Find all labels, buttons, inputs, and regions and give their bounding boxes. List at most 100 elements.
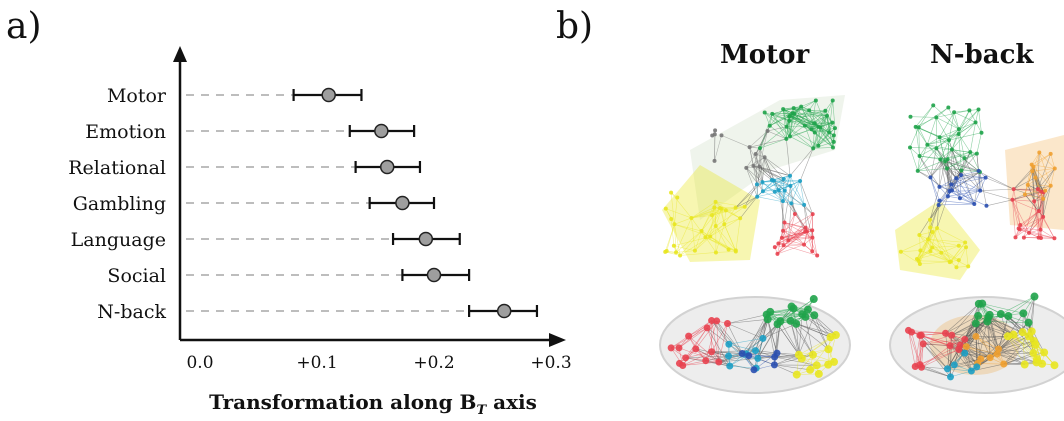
network-node xyxy=(780,199,785,204)
network-node xyxy=(781,243,786,248)
network-edge xyxy=(927,238,966,243)
network-node xyxy=(1016,226,1021,231)
network-edge xyxy=(950,370,972,378)
network-edge xyxy=(803,204,813,238)
network-edge xyxy=(969,122,976,153)
network-node xyxy=(810,249,815,254)
network-node xyxy=(928,225,933,230)
network-node xyxy=(745,352,753,360)
network-node xyxy=(1035,187,1040,192)
network-edge xyxy=(900,251,921,265)
network-edge xyxy=(795,323,814,355)
network-edge xyxy=(805,316,814,355)
network-edge xyxy=(784,175,791,191)
network-edge xyxy=(958,122,976,130)
network-edge xyxy=(764,157,779,191)
network-edge xyxy=(949,345,972,372)
network-edge xyxy=(814,315,829,350)
network-node xyxy=(674,250,679,255)
network-edge xyxy=(688,320,712,337)
network-edge xyxy=(918,127,928,145)
network-edge xyxy=(695,348,730,367)
network-node xyxy=(1027,230,1032,235)
network-node xyxy=(812,130,817,135)
network-edge xyxy=(762,181,776,192)
network-edge xyxy=(735,218,741,252)
network-edge xyxy=(1024,194,1040,212)
network-node xyxy=(803,229,808,234)
network-edge xyxy=(718,323,728,363)
network-node xyxy=(831,139,836,144)
network-edge xyxy=(749,138,787,148)
network-edge xyxy=(682,361,719,366)
network-node xyxy=(1018,328,1027,337)
network-node xyxy=(1043,188,1048,193)
network-edge xyxy=(980,190,1013,201)
network-edge xyxy=(921,345,951,368)
network-node xyxy=(787,118,792,123)
network-edge xyxy=(964,339,991,358)
network-node xyxy=(1052,236,1057,241)
network-node xyxy=(708,234,713,239)
network-node xyxy=(709,213,714,218)
network-edge xyxy=(1000,296,1035,315)
category-label: Social xyxy=(107,265,166,287)
network-edge xyxy=(917,156,920,171)
category-label: N-back xyxy=(97,301,166,323)
network-edge xyxy=(786,138,791,176)
network-edge xyxy=(769,113,773,126)
network-edge xyxy=(789,175,792,204)
data-point xyxy=(395,195,410,211)
network-edge xyxy=(919,335,922,365)
network-node xyxy=(968,150,973,155)
network-edge xyxy=(1012,199,1019,229)
network-edge xyxy=(1042,190,1046,217)
network-edge xyxy=(764,112,790,122)
network-node xyxy=(961,335,969,343)
network-edge xyxy=(1022,296,1035,333)
network-node xyxy=(916,361,924,369)
network-edge xyxy=(918,105,934,128)
network-edge xyxy=(749,147,760,167)
network-node xyxy=(689,215,694,220)
network-node xyxy=(908,328,916,336)
network-edge xyxy=(909,127,919,148)
network-edge xyxy=(767,126,787,132)
network-edge xyxy=(798,314,803,355)
nback-network-graph xyxy=(895,103,1064,280)
network-edge xyxy=(949,190,975,205)
network-edge xyxy=(951,184,981,191)
network-edge xyxy=(803,214,813,245)
network-node xyxy=(1050,361,1059,370)
network-edge xyxy=(927,117,937,145)
network-edge xyxy=(1033,201,1039,238)
network-edge xyxy=(951,334,991,358)
network-edge xyxy=(1022,332,1025,365)
network-node xyxy=(678,253,683,258)
network-node xyxy=(917,232,922,237)
network-edge xyxy=(1018,228,1041,230)
network-edge xyxy=(927,144,953,150)
network-node xyxy=(931,103,936,108)
network-node xyxy=(809,295,818,304)
network-edge xyxy=(953,112,960,130)
network-edge xyxy=(936,227,966,243)
network-edge xyxy=(1038,210,1055,239)
network-edge xyxy=(782,213,813,231)
network-edge xyxy=(718,358,758,363)
network-node xyxy=(692,248,697,253)
network-node xyxy=(803,225,808,230)
network-edge xyxy=(915,126,928,145)
network-edge xyxy=(953,111,976,123)
network-edge xyxy=(789,115,827,117)
network-edge xyxy=(959,175,962,199)
network-edge xyxy=(948,140,962,176)
network-node xyxy=(790,111,795,116)
network-edge xyxy=(958,133,971,153)
network-edge xyxy=(939,184,952,188)
network-edge xyxy=(791,180,801,204)
network-node xyxy=(810,235,815,240)
network-edge xyxy=(951,303,980,336)
network-edge xyxy=(979,177,986,191)
network-edge xyxy=(804,125,814,149)
